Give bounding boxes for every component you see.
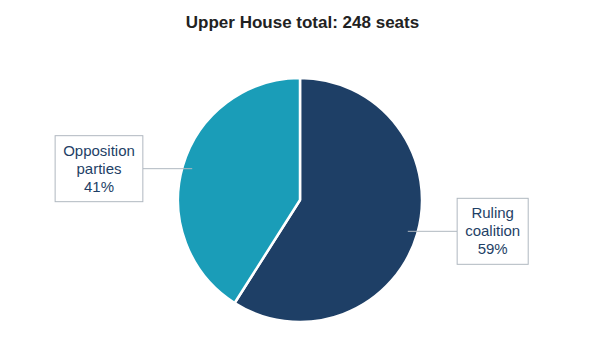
title: Upper House total: 248 seats bbox=[186, 13, 419, 32]
label-box bbox=[55, 136, 143, 202]
data-label-text: Oppositionparties41% bbox=[63, 142, 135, 195]
data-label: Rulingcoalition59% bbox=[408, 198, 528, 264]
background bbox=[0, 0, 605, 355]
label-box bbox=[457, 198, 528, 264]
data-label: Oppositionparties41% bbox=[55, 136, 192, 202]
chart: Upper House total: 248 seats Rulingcoalit… bbox=[0, 0, 605, 355]
slice bbox=[178, 78, 300, 303]
labels: Rulingcoalition59% Oppositionparties41% bbox=[55, 136, 528, 265]
slices bbox=[178, 78, 422, 322]
connector bbox=[143, 168, 192, 169]
connector bbox=[408, 231, 457, 232]
data-label-text: Rulingcoalition59% bbox=[465, 204, 520, 257]
